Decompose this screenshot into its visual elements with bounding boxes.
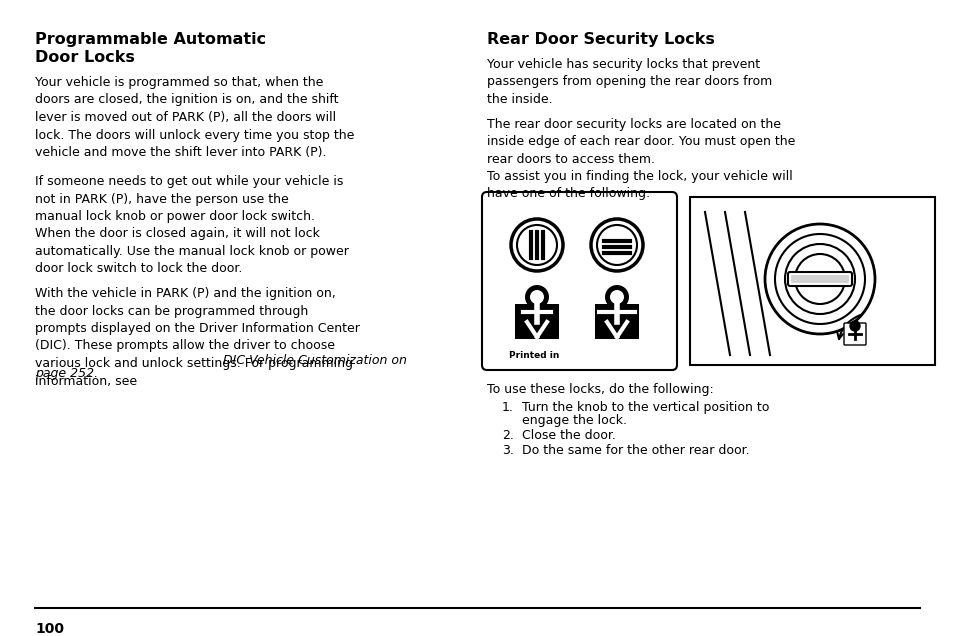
Text: DIC Vehicle Customization on: DIC Vehicle Customization on <box>223 354 406 367</box>
Text: engage the lock.: engage the lock. <box>521 414 626 427</box>
Text: If someone needs to get out while your vehicle is
not in PARK (P), have the pers: If someone needs to get out while your v… <box>35 175 349 275</box>
Bar <box>689 197 934 365</box>
FancyBboxPatch shape <box>790 275 848 283</box>
Text: Your vehicle is programmed so that, when the
doors are closed, the ignition is o: Your vehicle is programmed so that, when… <box>35 76 354 159</box>
Text: Programmable Automatic: Programmable Automatic <box>35 32 266 47</box>
Text: With the vehicle in PARK (P) and the ignition on,
the door locks can be programm: With the vehicle in PARK (P) and the ign… <box>35 287 359 387</box>
Circle shape <box>524 285 548 309</box>
Text: 100: 100 <box>35 622 64 636</box>
FancyBboxPatch shape <box>787 272 851 286</box>
Circle shape <box>530 290 543 304</box>
Text: Do the same for the other rear door.: Do the same for the other rear door. <box>521 444 749 457</box>
Text: Turn the knob to the vertical position to: Turn the knob to the vertical position t… <box>521 401 768 414</box>
Text: 3.: 3. <box>501 444 514 457</box>
FancyBboxPatch shape <box>843 323 865 345</box>
Circle shape <box>604 285 628 309</box>
Circle shape <box>609 290 623 304</box>
FancyBboxPatch shape <box>515 304 558 339</box>
Text: To use these locks, do the following:: To use these locks, do the following: <box>486 383 713 396</box>
FancyBboxPatch shape <box>595 304 639 339</box>
Text: Door Locks: Door Locks <box>35 50 134 65</box>
Text: 1.: 1. <box>501 401 514 414</box>
Text: Printed in: Printed in <box>509 351 558 360</box>
Text: 2.: 2. <box>501 429 514 442</box>
Bar <box>524 323 548 339</box>
Text: To assist you in finding the lock, your vehicle will
have one of the following:: To assist you in finding the lock, your … <box>486 170 792 200</box>
Text: Close the door.: Close the door. <box>521 429 616 442</box>
Text: Your vehicle has security locks that prevent
passengers from opening the rear do: Your vehicle has security locks that pre… <box>486 58 771 106</box>
Text: Rear Door Security Locks: Rear Door Security Locks <box>486 32 714 47</box>
Circle shape <box>849 321 859 331</box>
FancyBboxPatch shape <box>481 192 677 370</box>
Text: page 252.: page 252. <box>35 367 98 380</box>
Text: The rear door security locks are located on the
inside edge of each rear door. Y: The rear door security locks are located… <box>486 118 795 166</box>
